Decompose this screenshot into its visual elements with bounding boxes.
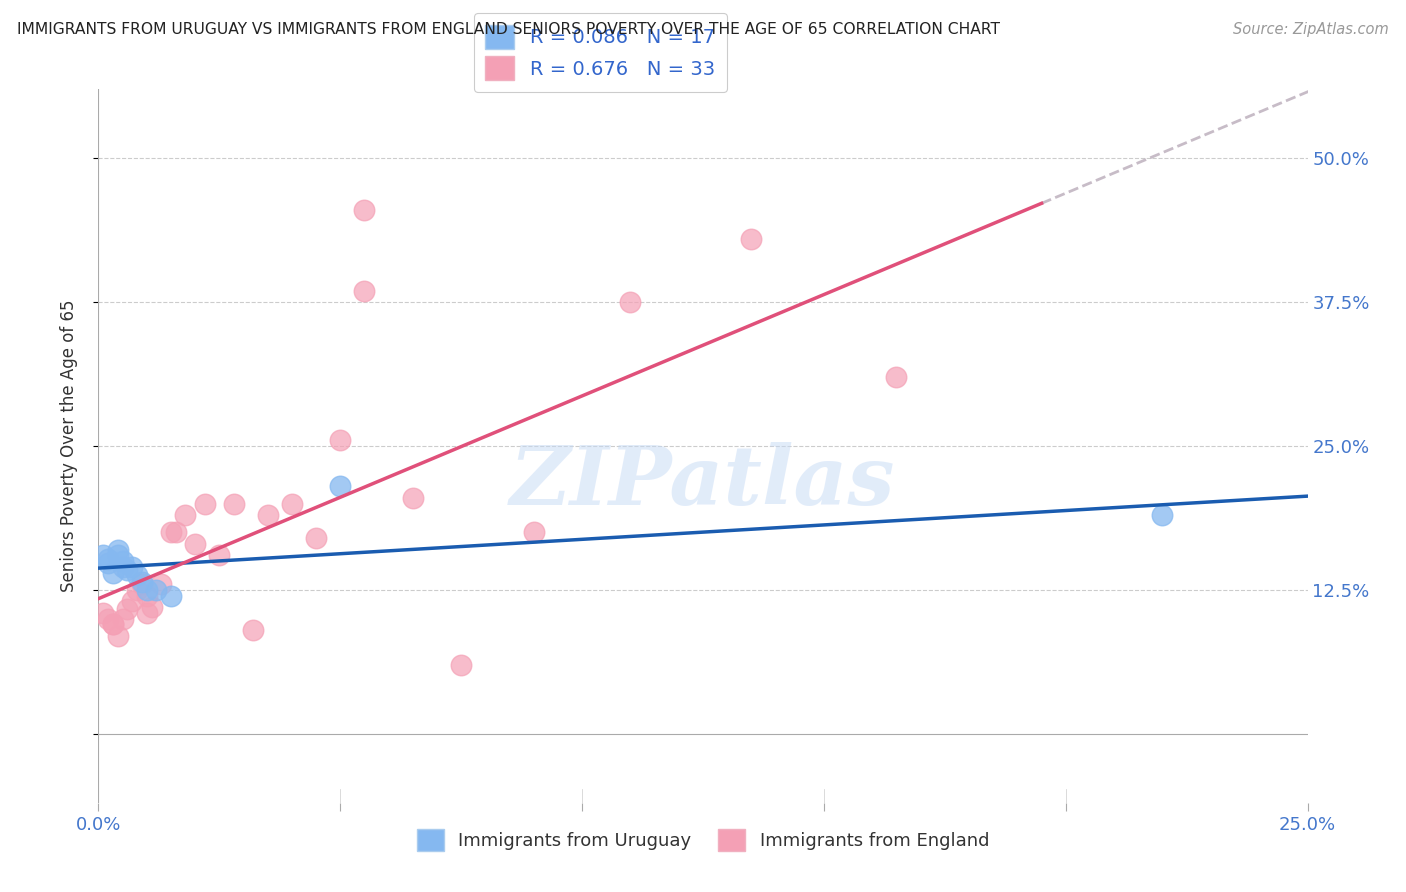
Point: [117, 602, 139, 616]
Point: [131, 574, 153, 589]
Point: [97, 551, 120, 566]
Point: [107, 549, 129, 563]
Point: [194, 497, 217, 511]
Point: [135, 582, 157, 597]
Point: [329, 479, 352, 493]
Point: [91, 606, 114, 620]
Point: [160, 525, 183, 540]
Text: Source: ZipAtlas.com: Source: ZipAtlas.com: [1233, 22, 1389, 37]
Point: [619, 295, 641, 310]
Point: [111, 559, 134, 574]
Point: [107, 542, 129, 557]
Point: [242, 623, 264, 637]
Point: [101, 566, 124, 580]
Point: [160, 589, 183, 603]
Point: [97, 557, 120, 571]
Point: [131, 577, 153, 591]
Y-axis label: Seniors Poverty Over the Age of 65: Seniors Poverty Over the Age of 65: [59, 300, 77, 592]
Text: ZIPatlas: ZIPatlas: [510, 442, 896, 522]
Point: [208, 549, 231, 563]
Point: [107, 629, 129, 643]
Point: [1152, 508, 1174, 522]
Point: [256, 508, 278, 522]
Point: [523, 525, 546, 540]
Point: [121, 594, 143, 608]
Point: [101, 617, 124, 632]
Point: [141, 600, 163, 615]
Point: [222, 497, 245, 511]
Point: [121, 559, 143, 574]
Point: [127, 568, 149, 582]
Point: [402, 491, 425, 505]
Point: [145, 582, 167, 597]
Point: [353, 284, 375, 298]
Point: [111, 554, 134, 568]
Point: [127, 582, 149, 597]
Point: [305, 531, 328, 545]
Point: [150, 577, 173, 591]
Point: [111, 612, 134, 626]
Point: [329, 434, 352, 448]
Point: [91, 549, 114, 563]
Point: [117, 563, 139, 577]
Point: [740, 232, 762, 246]
Point: [97, 612, 120, 626]
Point: [101, 617, 124, 632]
Point: [353, 202, 375, 217]
Point: [281, 497, 304, 511]
Point: [174, 508, 197, 522]
Point: [184, 537, 207, 551]
Point: [135, 589, 157, 603]
Point: [450, 657, 472, 672]
Legend: Immigrants from Uruguay, Immigrants from England: Immigrants from Uruguay, Immigrants from…: [409, 822, 997, 858]
Point: [165, 525, 187, 540]
Point: [135, 606, 157, 620]
Text: IMMIGRANTS FROM URUGUAY VS IMMIGRANTS FROM ENGLAND SENIORS POVERTY OVER THE AGE : IMMIGRANTS FROM URUGUAY VS IMMIGRANTS FR…: [17, 22, 1000, 37]
Point: [886, 370, 908, 384]
